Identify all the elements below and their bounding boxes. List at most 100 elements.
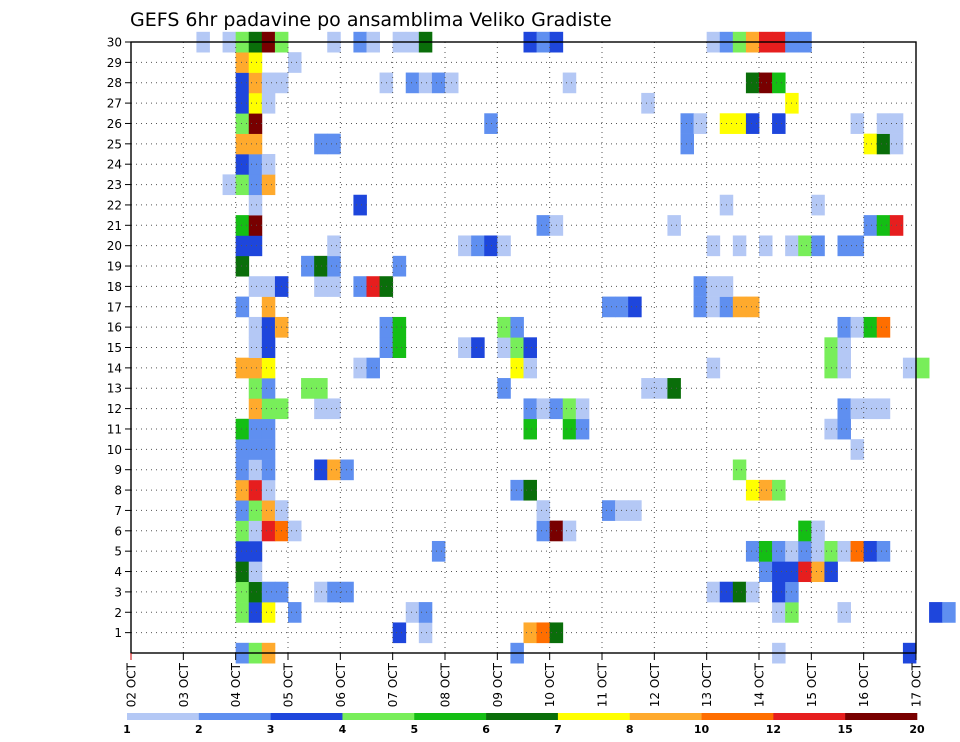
- cell-member-12-slot-9: [248, 398, 263, 420]
- colorbar-swatch: [845, 713, 918, 720]
- cell-member-28-slot-22: [418, 72, 433, 94]
- cell-member-11-slot-8: [235, 418, 250, 440]
- cell-member-4-slot-48: [759, 561, 773, 583]
- cell-member-15-slot-25: [458, 337, 472, 358]
- cell-member-11-slot-10: [261, 418, 276, 440]
- colorbar-swatch: [270, 713, 343, 720]
- y-tick-label: 7: [114, 504, 122, 518]
- y-tick-label: 18: [107, 280, 122, 294]
- cell-member-9-slot-15: [327, 459, 341, 481]
- cell-member-24-slot-8: [235, 154, 250, 175]
- colorbar-swatch: [486, 713, 559, 720]
- cell-member-13-slot-28: [497, 378, 511, 399]
- y-tick-label: 4: [114, 565, 122, 579]
- x-tick-label: 17 OCT: [910, 662, 924, 707]
- cell-member-3-slot-8: [235, 581, 250, 603]
- y-tick-label: 22: [107, 198, 122, 212]
- cell-member-16-slot-54: [837, 316, 851, 338]
- colorbar-swatch: [198, 713, 271, 720]
- cell-member-29-slot-9: [248, 52, 263, 73]
- x-tick-label: 13 OCT: [700, 662, 714, 707]
- cell-member-25-slot-15: [327, 133, 341, 155]
- cell-member-16-slot-28: [497, 316, 511, 338]
- cell-member-6-slot-10: [261, 520, 276, 542]
- cell-member-26-slot-43: [693, 113, 708, 134]
- cell-member-12-slot-31: [536, 398, 551, 420]
- cell-member-2-slot-10: [261, 602, 276, 623]
- cell-member-5-slot-54: [837, 540, 851, 562]
- cell-member-25-slot-14: [314, 133, 328, 155]
- cell-member-7-slot-36: [602, 500, 616, 521]
- cell-member-10-slot-8: [235, 439, 250, 460]
- cell-member-20-slot-46: [732, 235, 747, 257]
- cell-member-24-slot-9: [248, 154, 263, 175]
- y-tick-label: 2: [114, 606, 122, 620]
- cell-member-23-slot-7: [222, 174, 237, 196]
- colorbar-swatch: [557, 713, 631, 720]
- x-tick-label: 12 OCT: [648, 662, 662, 707]
- cell-member-11-slot-54: [837, 418, 851, 440]
- colorbar-swatch: [629, 713, 702, 720]
- cell-member-22-slot-52: [811, 194, 825, 216]
- cell-member-8-slot-10: [261, 479, 276, 501]
- x-tick-label: 05 OCT: [282, 662, 296, 707]
- cell-member-17-slot-47: [745, 296, 760, 318]
- colorbar-swatch: [701, 713, 774, 720]
- cell-member-23-slot-8: [235, 174, 250, 196]
- cell-member-10-slot-10: [261, 439, 276, 460]
- cell-member-2-slot-54: [837, 602, 851, 623]
- colorbar-label: 7: [554, 723, 562, 736]
- colorbar-label: 4: [339, 723, 347, 736]
- cell-member-28-slot-9: [248, 72, 263, 94]
- cell-member-1-slot-20: [392, 622, 407, 644]
- cell-member-12-slot-57: [876, 398, 891, 420]
- cell-member-15-slot-29: [510, 337, 524, 358]
- y-tick-label: 23: [107, 178, 122, 192]
- x-tick-label: 15 OCT: [805, 662, 819, 707]
- cell-member-26-slot-42: [680, 113, 694, 134]
- cell-member-20-slot-8: [235, 235, 250, 257]
- cell-member-1-slot-31: [536, 622, 551, 644]
- cell-member-9-slot-8: [235, 459, 250, 481]
- colorbar-swatch: [342, 713, 415, 720]
- cell-member-12-slot-10: [261, 398, 276, 420]
- colorbar-label: 8: [626, 723, 634, 736]
- cell-member-18-slot-10: [261, 276, 276, 297]
- cell-member-5-slot-49: [772, 540, 786, 562]
- x-tick-label: 03 OCT: [177, 662, 191, 707]
- cell-member-3-slot-10: [261, 581, 276, 603]
- cell-member-22-slot-17: [353, 194, 367, 216]
- colorbar-swatch: [127, 713, 200, 720]
- cell-member-28-slot-49: [772, 72, 786, 94]
- cell-member-20-slot-9: [248, 235, 263, 257]
- cell-member-15-slot-30: [523, 337, 537, 358]
- cell-member-21-slot-57: [876, 215, 891, 236]
- cell-member-21-slot-41: [667, 215, 681, 236]
- cell-member-19-slot-20: [392, 255, 407, 277]
- cell-member-17-slot-8: [235, 296, 250, 318]
- cell-member-8-slot-48: [759, 479, 773, 501]
- cell-member-29-slot-12: [288, 52, 302, 73]
- cell-member-19-slot-14: [314, 255, 328, 277]
- cell-member-28-slot-48: [759, 72, 773, 94]
- cell-member-2-slot-61: [929, 602, 943, 623]
- cell-member-6-slot-9: [248, 520, 263, 542]
- cell-member-6-slot-12: [288, 520, 302, 542]
- cell-member-16-slot-56: [863, 316, 878, 338]
- cell-member-3-slot-16: [340, 581, 354, 603]
- cell-member-25-slot-56: [863, 133, 878, 155]
- cell-member-7-slot-38: [628, 500, 642, 521]
- cell-member-3-slot-46: [732, 581, 747, 603]
- cell-member-13-slot-14: [314, 378, 328, 399]
- y-tick-label: 17: [107, 300, 122, 314]
- y-tick-label: 13: [107, 382, 122, 396]
- cell-member-4-slot-52: [811, 561, 825, 583]
- cell-member-8-slot-47: [745, 479, 760, 501]
- grid-lines: [131, 42, 916, 653]
- cell-member-28-slot-8: [235, 72, 250, 94]
- cell-member-17-slot-10: [261, 296, 276, 318]
- cell-member-6-slot-51: [798, 520, 812, 542]
- cell-member-15-slot-26: [471, 337, 485, 358]
- y-tick-label: 19: [107, 260, 122, 274]
